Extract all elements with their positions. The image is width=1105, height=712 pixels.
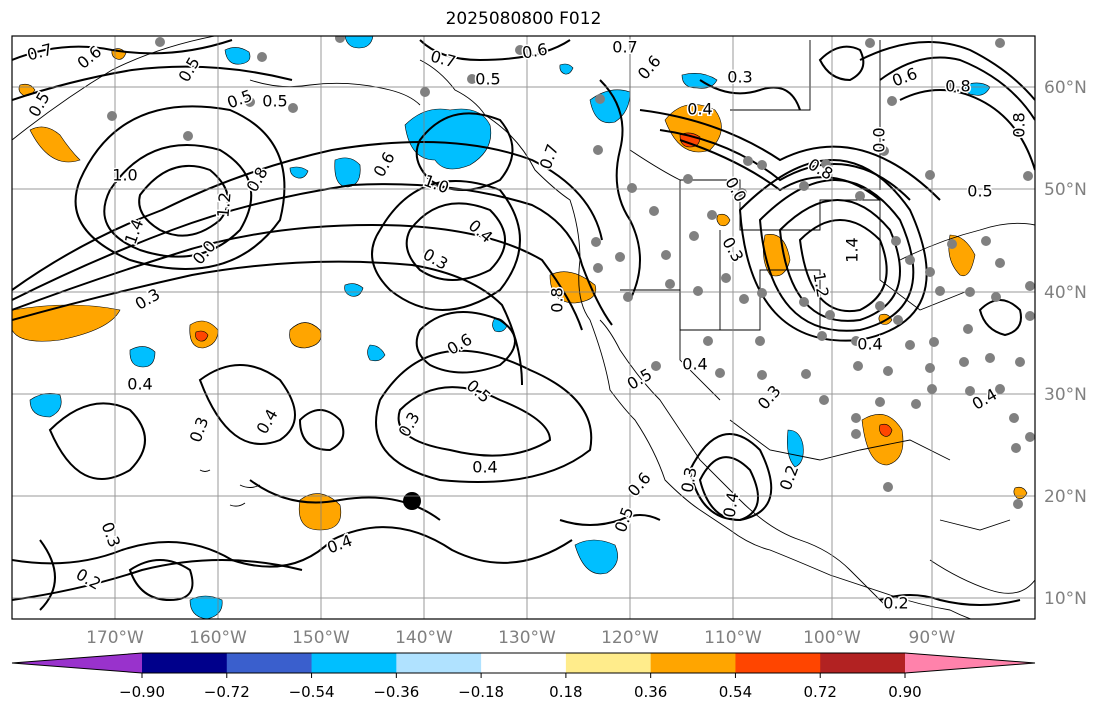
longitude-label: 130°W — [498, 628, 556, 648]
storm-center-marker — [403, 492, 421, 510]
latitude-label: 50°N — [1044, 180, 1087, 200]
contour-label: 0.6 — [444, 330, 476, 359]
colorbar: −0.90 −0.72 −0.54 −0.36 −0.18 0.18 0.36 0.54 0.7… — [11, 652, 1036, 701]
longitude-label: 140°W — [395, 628, 453, 648]
contour-label: 1.2 — [809, 271, 832, 299]
contour-label: 0.4 — [127, 375, 152, 394]
colorbar-segment — [311, 653, 397, 673]
contour-label: 0.5 — [224, 86, 254, 113]
map-frame — [11, 35, 1036, 620]
contour-label: 0.4 — [719, 491, 742, 519]
contour-label: 0.3 — [132, 285, 164, 314]
longitude-label: 90°W — [909, 628, 956, 648]
coastlines-and-borders — [12, 36, 1035, 619]
colorbar-segment — [396, 653, 482, 673]
contour-label: 0.3 — [186, 414, 213, 444]
contour-label: 0.4 — [682, 355, 707, 374]
contour-label: 1.4 — [121, 216, 148, 246]
colorbar-segment — [820, 653, 906, 673]
contour-label: 0.4 — [465, 216, 497, 247]
colorbar-segment — [226, 653, 313, 673]
contour-label: 0.3 — [98, 519, 125, 549]
contour-label: 0.2 — [776, 462, 803, 492]
latitude-label: 30°N — [1044, 385, 1087, 405]
contour-label: 0.5 — [262, 92, 287, 111]
contour-label: 0.8 — [243, 164, 272, 196]
contour-label: 0.8 — [1010, 112, 1029, 137]
contour-label: 0.4 — [253, 406, 282, 438]
contour-label: 0.4 — [857, 335, 882, 354]
contour-label: 0.5 — [967, 182, 992, 201]
contour-label: 0.6 — [634, 52, 665, 84]
contour-label: 0.0 — [870, 127, 889, 152]
colorbar-tick-label: −0.90 — [119, 683, 165, 701]
contour-label: 1.0 — [112, 166, 137, 185]
colorbar-tick-label: 0.90 — [888, 683, 921, 701]
contour-label: 0.8 — [548, 287, 567, 312]
colorbar-tick-label: 0.54 — [719, 683, 752, 701]
contour-label: 0.4 — [687, 100, 712, 119]
contour-label: 0.4 — [324, 531, 354, 558]
contour-label: 0.4 — [472, 458, 497, 477]
contour-label: 0.6 — [624, 469, 655, 501]
contour-label: 1.4 — [843, 237, 862, 262]
colorbar-segment — [650, 653, 736, 673]
colorbar-tick-label: −0.18 — [458, 683, 504, 701]
colorbar-segment — [481, 653, 567, 673]
longitude-label: 150°W — [292, 628, 350, 648]
colorbar-tick-label: −0.54 — [289, 683, 335, 701]
contour-label: 0.6 — [370, 149, 399, 181]
contour-label: 0.3 — [754, 382, 785, 414]
contour-label: 0.7 — [25, 40, 55, 65]
colorbar-tick-label: 0.36 — [634, 683, 667, 701]
contour-label: 0.3 — [727, 68, 752, 87]
longitude-label: 110°W — [704, 628, 762, 648]
latitude-label: 40°N — [1044, 283, 1087, 303]
graticule — [12, 36, 1035, 619]
longitude-label: 170°W — [86, 628, 144, 648]
colorbar-tick-label: 0.72 — [804, 683, 837, 701]
colorbar-segment — [142, 653, 228, 673]
contour-label: 0.5 — [611, 504, 638, 534]
contour-label: 0.6 — [521, 39, 549, 62]
colorbar-segment — [12, 653, 142, 673]
longitude-label: 160°W — [189, 628, 247, 648]
map-title: 2025080800 F012 — [445, 9, 602, 29]
latitude-label: 60°N — [1044, 78, 1087, 98]
contour-label: 1.0 — [421, 171, 451, 198]
contour-label: 0.0 — [721, 174, 750, 206]
contour-label: 0.5 — [175, 54, 204, 86]
positive-anomaly-areas — [12, 48, 1028, 531]
contour-label: 0.2 — [883, 594, 908, 613]
station-markers — [107, 36, 1035, 509]
contour-label: 0.0 — [189, 237, 220, 269]
contour-label: 0.7 — [536, 141, 563, 171]
contour-label: 0.3 — [677, 466, 700, 494]
colorbar-tick-label: −0.36 — [373, 683, 419, 701]
contour-label: 1.2 — [213, 191, 234, 218]
colorbar-tick-label: −0.72 — [204, 683, 250, 701]
contour-label: 0.5 — [463, 376, 495, 407]
longitude-label: 120°W — [601, 628, 659, 648]
colorbar-tick-label: 0.18 — [549, 683, 582, 701]
contour-label: 0.5 — [475, 70, 500, 89]
contour-label: 0.7 — [612, 38, 637, 57]
colorbar-segment — [735, 653, 821, 673]
contour-label: 0.6 — [889, 64, 919, 91]
colorbar-segment — [905, 653, 1035, 673]
latitude-label: 10°N — [1044, 589, 1087, 609]
contour-label: 0.8 — [945, 77, 970, 96]
colorbar-segment — [565, 653, 652, 673]
latitude-label: 20°N — [1044, 487, 1087, 507]
contour-lines — [12, 39, 1035, 611]
longitude-label: 100°W — [803, 628, 861, 648]
contour-label: 0.2 — [73, 565, 105, 594]
